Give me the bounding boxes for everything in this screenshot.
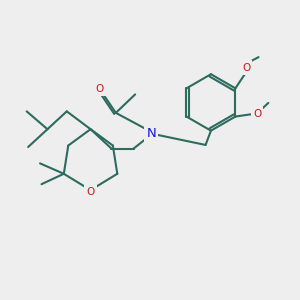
Text: O: O [253, 109, 261, 119]
Text: N: N [147, 127, 156, 140]
Text: O: O [86, 187, 95, 196]
Text: O: O [242, 62, 250, 73]
Text: O: O [96, 84, 104, 94]
